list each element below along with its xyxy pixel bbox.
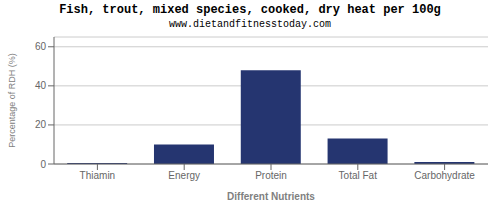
svg-text:0: 0 — [40, 159, 46, 170]
svg-text:Different Nutrients: Different Nutrients — [227, 191, 315, 200]
svg-text:40: 40 — [35, 80, 47, 91]
svg-text:Carbohydrate: Carbohydrate — [414, 170, 475, 181]
svg-text:Percentage of RDH (%): Percentage of RDH (%) — [8, 53, 17, 148]
html-text:www.dietandfitnesstoday.com: www.dietandfitnesstoday.com — [169, 19, 331, 30]
svg-text:20: 20 — [35, 119, 47, 130]
html-text:Fish, trout, mixed species, co: Fish, trout, mixed species, cooked, dry … — [59, 3, 441, 17]
svg-text:Energy: Energy — [168, 170, 200, 181]
svg-text:Thiamin: Thiamin — [80, 170, 116, 181]
svg-text:Protein: Protein — [255, 170, 287, 181]
svg-text:Total Fat: Total Fat — [339, 170, 378, 181]
svg-text:60: 60 — [35, 41, 47, 52]
